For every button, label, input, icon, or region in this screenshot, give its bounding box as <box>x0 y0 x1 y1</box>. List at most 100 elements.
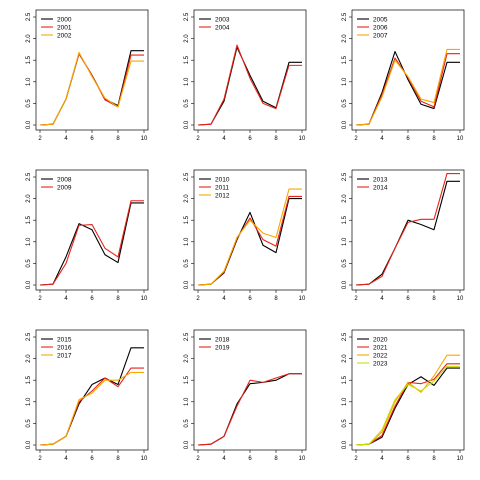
y-tick-label: 2.0 <box>342 194 348 203</box>
x-tick-label: 8 <box>274 296 278 302</box>
legend-label: 2003 <box>215 16 230 23</box>
legend-label: 2013 <box>373 176 388 183</box>
x-tick-label: 2 <box>354 456 358 462</box>
series-line-2000 <box>39 50 144 126</box>
legend-label: 2010 <box>215 176 230 183</box>
x-tick-label: 4 <box>380 296 384 302</box>
legend-label: 2023 <box>373 360 388 367</box>
x-tick-label: 10 <box>457 136 464 142</box>
y-tick-label: 0.5 <box>342 259 348 268</box>
x-tick-label: 4 <box>222 136 226 142</box>
series-line-2014 <box>355 172 460 286</box>
y-tick-label: 0.0 <box>184 280 190 289</box>
legend-label: 2020 <box>373 336 388 343</box>
legend-label: 2017 <box>57 352 72 359</box>
x-tick-label: 4 <box>64 136 68 142</box>
y-tick-label: 1.5 <box>342 215 348 224</box>
x-tick-label: 10 <box>141 456 148 462</box>
x-tick-label: 2 <box>196 456 200 462</box>
x-tick-label: 2 <box>354 296 358 302</box>
y-tick-label: 0.5 <box>26 99 32 108</box>
x-tick-label: 10 <box>299 296 306 302</box>
x-tick-label: 6 <box>90 296 94 302</box>
plot-frame <box>35 9 149 131</box>
y-tick-label: 1.5 <box>184 55 190 64</box>
x-tick-label: 2 <box>196 296 200 302</box>
x-tick-label: 6 <box>248 296 252 302</box>
plot-frame <box>351 9 465 131</box>
legend-label: 2000 <box>57 16 72 23</box>
y-tick-label: 2.5 <box>26 172 32 181</box>
x-tick-label: 2 <box>38 296 42 302</box>
series-line-2020 <box>355 367 460 446</box>
series-line-2016 <box>39 367 144 446</box>
legend-label: 2012 <box>215 192 230 199</box>
x-tick-label: 8 <box>432 296 436 302</box>
legend-label: 2021 <box>373 344 388 351</box>
series-line-2013 <box>355 180 460 286</box>
x-tick-label: 6 <box>248 136 252 142</box>
series-line-2002 <box>39 51 144 126</box>
x-tick-label: 10 <box>299 136 306 142</box>
y-tick-label: 2.0 <box>184 354 190 363</box>
plot-frame <box>193 9 307 131</box>
x-tick-label: 8 <box>116 136 120 142</box>
x-tick-label: 2 <box>38 456 42 462</box>
x-tick-label: 10 <box>457 296 464 302</box>
y-tick-label: 0.0 <box>26 120 32 129</box>
x-tick-label: 6 <box>90 136 94 142</box>
y-tick-label: 1.0 <box>184 237 190 246</box>
x-tick-label: 6 <box>406 456 410 462</box>
x-tick-label: 8 <box>432 136 436 142</box>
x-tick-label: 4 <box>64 296 68 302</box>
legend-label: 2015 <box>57 336 72 343</box>
x-tick-label: 6 <box>248 456 252 462</box>
y-tick-label: 1.5 <box>184 375 190 384</box>
series-line-2001 <box>39 53 144 126</box>
y-tick-label: 1.0 <box>342 397 348 406</box>
plot-frame <box>351 169 465 291</box>
series-line-2023 <box>355 365 460 446</box>
x-tick-label: 6 <box>90 456 94 462</box>
x-tick-label: 10 <box>141 296 148 302</box>
y-tick-label: 1.5 <box>26 55 32 64</box>
series-line-2019 <box>197 373 302 446</box>
legend-label: 2008 <box>57 176 72 183</box>
y-tick-label: 1.0 <box>184 77 190 86</box>
y-tick-label: 0.0 <box>184 440 190 449</box>
y-tick-label: 1.0 <box>26 237 32 246</box>
y-tick-label: 2.5 <box>26 332 32 341</box>
y-tick-label: 0.5 <box>184 259 190 268</box>
y-tick-label: 2.0 <box>26 194 32 203</box>
y-tick-label: 0.5 <box>342 99 348 108</box>
plot-frame <box>193 169 307 291</box>
series-line-2004 <box>197 44 302 126</box>
y-tick-label: 2.0 <box>26 354 32 363</box>
x-tick-label: 8 <box>116 296 120 302</box>
series-line-2010 <box>197 198 302 286</box>
series-line-2018 <box>197 373 302 446</box>
y-tick-label: 0.0 <box>26 280 32 289</box>
x-tick-label: 8 <box>274 456 278 462</box>
x-tick-label: 10 <box>141 136 148 142</box>
y-tick-label: 1.5 <box>26 215 32 224</box>
y-tick-label: 2.5 <box>26 12 32 21</box>
y-tick-label: 0.0 <box>342 280 348 289</box>
x-tick-label: 2 <box>38 136 42 142</box>
x-tick-label: 10 <box>457 456 464 462</box>
y-tick-label: 0.5 <box>26 259 32 268</box>
y-tick-label: 0.0 <box>342 440 348 449</box>
series-line-2015 <box>39 347 144 446</box>
y-tick-label: 1.5 <box>342 375 348 384</box>
legend-label: 2006 <box>373 24 388 31</box>
x-tick-label: 8 <box>432 456 436 462</box>
y-tick-label: 2.0 <box>342 34 348 43</box>
y-tick-label: 2.0 <box>26 34 32 43</box>
